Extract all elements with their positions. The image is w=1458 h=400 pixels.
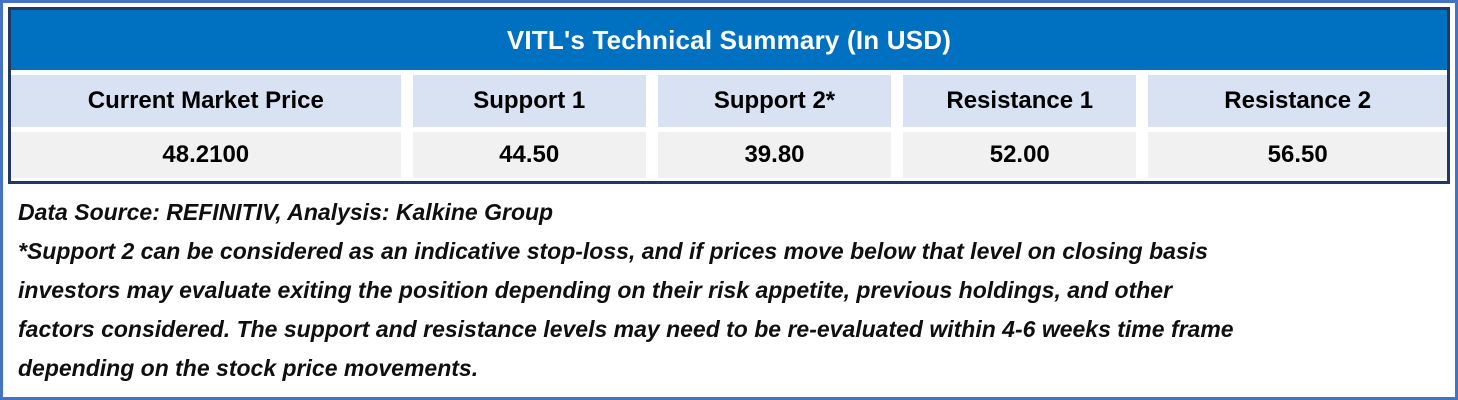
- column-header-resistance-1: Resistance 1: [903, 75, 1137, 127]
- disclaimer-line-2: investors may evaluate exiting the posit…: [18, 277, 1173, 303]
- data-source-line: Data Source: REFINITIV, Analysis: Kalkin…: [18, 199, 554, 225]
- value-current-market-price: 48.2100: [11, 132, 401, 178]
- column-header-resistance-2: Resistance 2: [1148, 75, 1447, 127]
- disclaimer-line-3: factors considered. The support and resi…: [18, 316, 1234, 342]
- value-resistance-1: 52.00: [903, 132, 1137, 178]
- disclaimer-line-1: *Support 2 can be considered as an indic…: [18, 238, 1208, 264]
- column-header-support-2: Support 2*: [657, 75, 892, 127]
- technical-summary-table: VITL's Technical Summary (In USD) Curren…: [8, 7, 1450, 184]
- value-resistance-2: 56.50: [1148, 132, 1447, 178]
- value-support-2: 39.80: [657, 132, 892, 178]
- value-support-1: 44.50: [412, 132, 646, 178]
- table-title: VITL's Technical Summary (In USD): [11, 10, 1447, 70]
- column-header-support-1: Support 1: [412, 75, 646, 127]
- footnotes: Data Source: REFINITIV, Analysis: Kalkin…: [8, 193, 1450, 388]
- column-header-current-market-price: Current Market Price: [11, 75, 401, 127]
- disclaimer-line-4: depending on the stock price movements.: [18, 355, 479, 381]
